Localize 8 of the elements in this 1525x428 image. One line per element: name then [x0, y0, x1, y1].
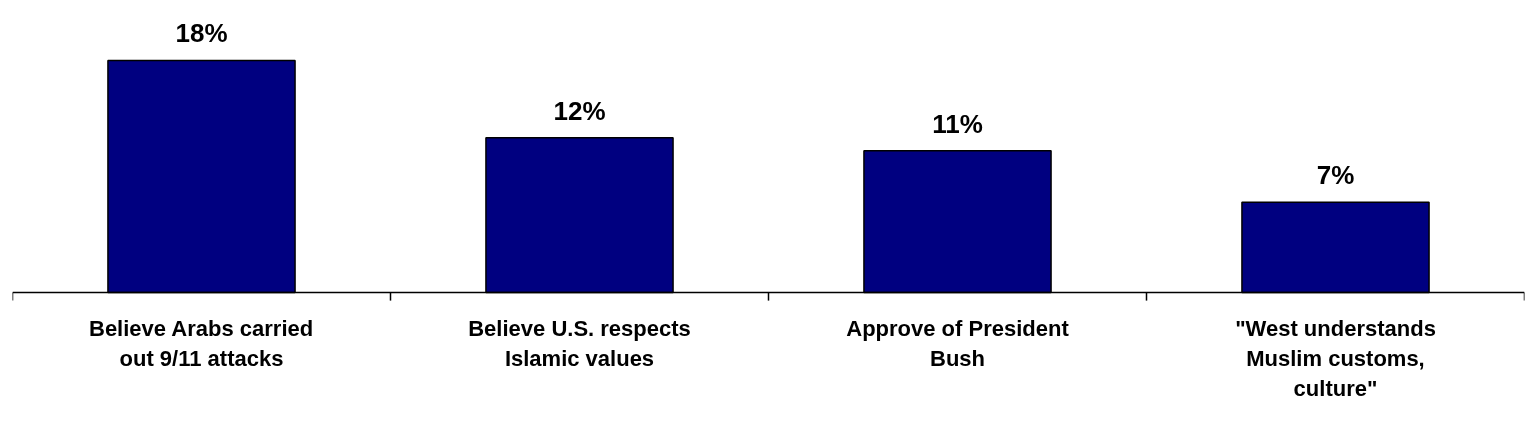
x-tick-label: "West understands Muslim customs, culture" — [1235, 315, 1436, 401]
data-label: 7% — [1316, 160, 1355, 191]
data-label: 12% — [553, 95, 606, 126]
x-tick-label: Approve of President Bush — [846, 315, 1070, 371]
data-label: 18% — [175, 18, 228, 49]
x-tick-label: Believe Arabs carried out 9/11 attacks — [88, 315, 314, 371]
data-label: 11% — [932, 108, 983, 139]
x-tick-label: Believe U.S. respects Islamic values — [468, 315, 691, 371]
